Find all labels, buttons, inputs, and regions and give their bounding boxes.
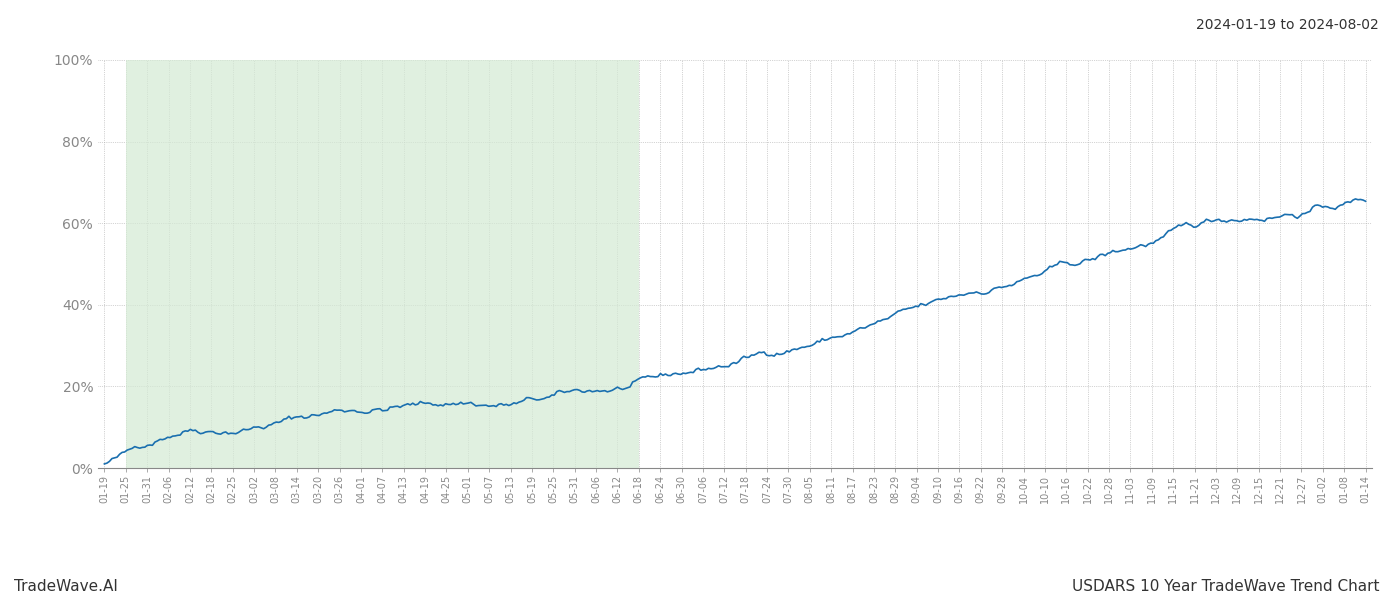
Bar bbox=[126, 60, 638, 468]
Text: TradeWave.AI: TradeWave.AI bbox=[14, 579, 118, 594]
Text: USDARS 10 Year TradeWave Trend Chart: USDARS 10 Year TradeWave Trend Chart bbox=[1071, 579, 1379, 594]
Text: 2024-01-19 to 2024-08-02: 2024-01-19 to 2024-08-02 bbox=[1196, 18, 1379, 32]
